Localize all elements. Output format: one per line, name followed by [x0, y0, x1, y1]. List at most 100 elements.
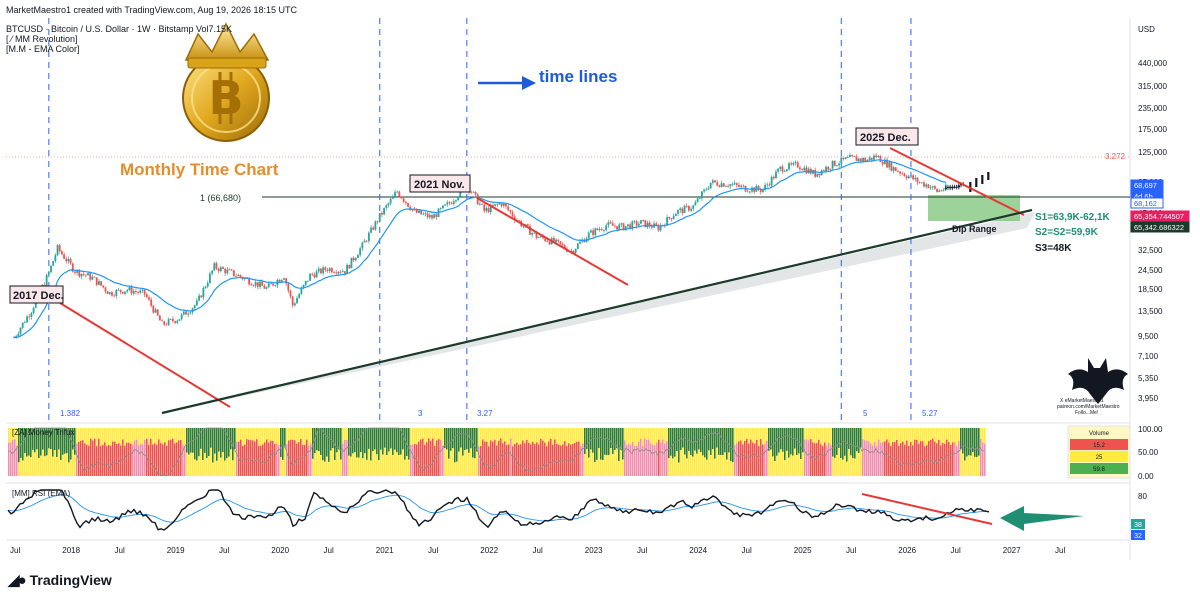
- candle-body-30: [78, 269, 81, 277]
- recent-body-3: [951, 186, 954, 189]
- symbol-line[interactable]: BTCUSD · Bitcoin / U.S. Dollar · 1W · Bi…: [6, 24, 233, 34]
- trifux-bar-top-309: [626, 428, 628, 445]
- trifux-bar-bottom-356: [720, 454, 722, 476]
- candle-body-259: [576, 243, 579, 249]
- trifux-bar-top-302: [612, 428, 614, 455]
- trifux-bar-top-357: [722, 428, 724, 456]
- candle-body-158: [357, 255, 359, 259]
- candle-body-199: [446, 202, 449, 205]
- candle-body-151: [341, 271, 344, 273]
- trifux-bar-top-368: [744, 428, 746, 442]
- candle-body-61: [145, 294, 148, 298]
- trifux-bar-bottom-230: [468, 452, 470, 476]
- trifux-bar-top-468: [944, 428, 946, 444]
- candle-body-178: [400, 196, 403, 199]
- trifux-bar-top-126: [260, 428, 262, 446]
- trifux-bar-bottom-330: [668, 458, 670, 476]
- volume-legend-2: 25: [1096, 455, 1103, 461]
- trifux-bar-top-78: [164, 428, 166, 443]
- candle-body-305: [677, 210, 679, 214]
- trifux-bar-bottom-420: [848, 449, 850, 476]
- trifux-bar-top-488: [984, 428, 986, 444]
- trifux-bar-top-379: [766, 428, 768, 441]
- candle-body-145: [328, 268, 331, 272]
- trifux-bar-bottom-100: [208, 456, 210, 476]
- trifux-bar-bottom-9: [26, 456, 28, 476]
- trifux-bar-bottom-64: [136, 439, 138, 476]
- trifux-bar-bottom-175: [358, 457, 360, 476]
- trifux-bar-top-87: [182, 428, 184, 446]
- trifux-bar-bottom-407: [822, 446, 824, 476]
- trifux-bar-bottom-30: [68, 462, 70, 476]
- candle-body-204: [457, 196, 460, 201]
- trifux-bar-bottom-185: [378, 460, 380, 476]
- tradingview-logo[interactable]: ◢● TradingView: [8, 571, 112, 589]
- candle-body-116: [265, 287, 268, 289]
- trifux-bar-top-420: [848, 428, 850, 450]
- candle-body-283: [629, 224, 632, 229]
- candle-body-94: [217, 268, 220, 272]
- trifux-bar-top-39: [86, 428, 88, 445]
- trifux-bar-bottom-180: [368, 448, 370, 476]
- candle-body-190: [426, 213, 429, 218]
- trifux-bar-top-56: [120, 428, 122, 446]
- trifux-bar-bottom-125: [258, 445, 260, 476]
- trifux-bar-top-206: [420, 428, 422, 440]
- candle-body-249: [555, 239, 557, 243]
- trifux-bar-bottom-208: [424, 444, 426, 476]
- trifux-bar-bottom-157: [322, 460, 324, 476]
- trifux-bar-top-159: [326, 428, 328, 457]
- trifux-bar-bottom-242: [492, 441, 494, 476]
- candle-body-187: [420, 210, 423, 215]
- candle-body-330: [731, 184, 734, 186]
- candle-body-417: [920, 182, 923, 184]
- candle-body-297: [659, 225, 662, 231]
- candle-body-409: [903, 173, 906, 177]
- trifux-bar-top-234: [476, 428, 478, 452]
- trifux-bar-bottom-397: [802, 452, 804, 476]
- candle-body-395: [873, 155, 875, 160]
- trifux-bar-bottom-296: [600, 459, 602, 476]
- trifux-bar-bottom-386: [780, 449, 782, 476]
- trifux-bar-top-3: [14, 428, 16, 440]
- candle-body-198: [444, 204, 446, 206]
- candle-body-422: [931, 186, 934, 188]
- trifux-bar-bottom-458: [924, 446, 926, 476]
- label-2017-box: [9, 285, 64, 304]
- trifux-bar-bottom-280: [568, 443, 570, 476]
- watermark-line-2: patreon.com/MarketMaestro: [1057, 404, 1120, 410]
- trifux-bar-top-399: [806, 428, 808, 440]
- s3-label: S3=48K: [1035, 243, 1072, 254]
- trifux-bar-top-53: [114, 428, 116, 442]
- trifux-bar-bottom-60: [128, 442, 130, 476]
- candle-body-201: [450, 203, 453, 205]
- trifux-bar-top-97: [202, 428, 204, 461]
- indicator-ema[interactable]: [M.M - EMA Color]: [6, 44, 80, 54]
- candle-body-224: [500, 203, 503, 206]
- trifux-bar-bottom-377: [762, 444, 764, 476]
- candle-body-50: [121, 291, 124, 294]
- trifux-bar-bottom-89: [186, 452, 188, 476]
- trifux-bar-bottom-78: [164, 442, 166, 476]
- trifux-bar-bottom-320: [648, 439, 650, 476]
- trifux-bar-bottom-63: [134, 440, 136, 476]
- trifux-bar-top-431: [870, 428, 872, 444]
- candle-body-157: [354, 258, 357, 261]
- trifux-bar-top-151: [310, 428, 312, 444]
- trifux-bar-top-392: [792, 428, 794, 456]
- candle-body-393: [868, 157, 871, 160]
- trifux-bar-bottom-368: [744, 441, 746, 476]
- trifux-bar-bottom-338: [684, 454, 686, 476]
- trifux-bar-bottom-457: [922, 441, 924, 476]
- trifux-bar-bottom-373: [754, 443, 756, 476]
- trifux-bar-top-32: [72, 428, 74, 450]
- price-axis-label-10: 13,500: [1138, 307, 1163, 316]
- trifux-bar-bottom-205: [418, 441, 420, 476]
- trifux-bar-top-74: [156, 428, 158, 445]
- trifux-bar-top-464: [936, 428, 938, 444]
- trifux-bar-bottom-324: [656, 442, 658, 476]
- time-axis[interactable]: Jul 2018 Jul 2019 Jul 2020 Jul 2021 Jul 2022 Jul 20…: [10, 546, 1065, 555]
- candle-body-87: [202, 287, 205, 298]
- indicator-revolution[interactable]: [ ⁄ MM Revolution]: [6, 34, 78, 44]
- trifux-bar-bottom-241: [490, 440, 492, 476]
